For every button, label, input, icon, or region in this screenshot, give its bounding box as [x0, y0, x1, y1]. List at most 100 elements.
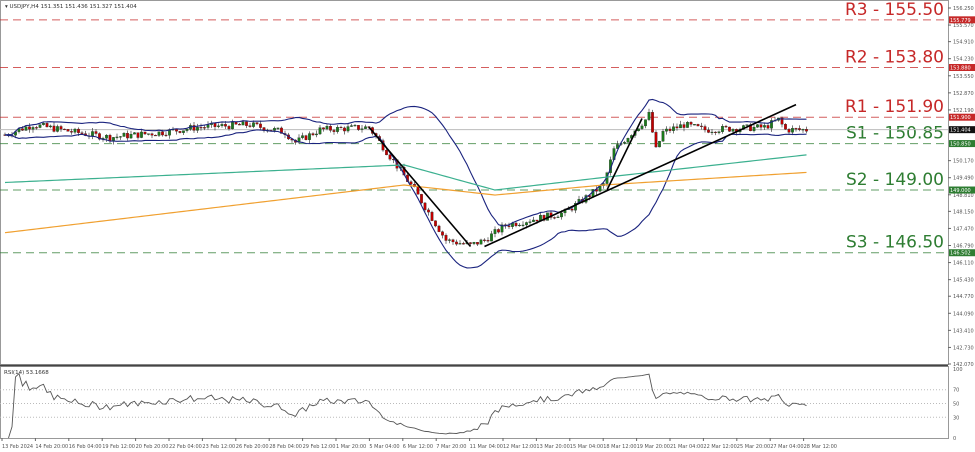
candle-body — [647, 112, 651, 120]
candle — [493, 226, 497, 238]
level-label: S2 - 149.00 — [846, 170, 944, 190]
candle-body — [143, 131, 147, 135]
candle-body — [385, 149, 388, 156]
candle-body — [483, 239, 486, 241]
candle — [136, 132, 140, 140]
candle-body — [423, 202, 427, 211]
level-badge-value: 153.880 — [950, 66, 971, 72]
candle-body — [206, 124, 210, 128]
candle — [784, 123, 787, 130]
x-tick-label: 12 Mar 12:00 — [503, 444, 536, 450]
candle-body — [745, 124, 749, 126]
candle-body — [353, 125, 357, 127]
candle — [801, 128, 805, 133]
candle — [479, 238, 483, 245]
y-tick-label: 150.170 — [953, 159, 974, 165]
candle — [115, 133, 119, 140]
candle — [528, 219, 532, 225]
candle-body — [273, 128, 276, 131]
candle — [308, 131, 311, 144]
candle-body — [336, 127, 339, 132]
level-badge-value: 146.502 — [950, 251, 971, 257]
y-tick-label: 148.150 — [953, 209, 974, 215]
candle-body — [108, 134, 112, 141]
level-badge — [949, 113, 975, 121]
candle-body — [164, 134, 168, 136]
candle-body — [542, 215, 546, 221]
x-tick-label: 19 Mar 20:00 — [637, 444, 670, 450]
candle — [409, 180, 413, 186]
candle — [616, 140, 619, 149]
candle — [259, 120, 262, 130]
candle — [476, 242, 479, 246]
y-tick-label: 144.770 — [953, 294, 974, 300]
candle — [154, 134, 157, 137]
candle — [329, 124, 332, 133]
x-tick-label: 16 Feb 04:00 — [69, 444, 102, 450]
candle — [94, 129, 98, 136]
candle-body — [63, 128, 66, 130]
candle-body — [462, 243, 465, 245]
candle-body — [112, 137, 115, 141]
candle — [388, 153, 392, 161]
moving-average-200 — [4, 171, 807, 234]
candle-body — [94, 131, 98, 134]
candle — [717, 130, 721, 135]
candle — [542, 214, 546, 222]
y-tick-label: 155.570 — [953, 23, 974, 29]
candle-body — [703, 126, 707, 131]
candle-body — [525, 222, 528, 226]
candle-body — [507, 225, 511, 227]
candle — [682, 122, 686, 132]
x-tick-label: 29 Feb 12:00 — [303, 444, 336, 450]
level-badge-value: 155.779 — [950, 18, 971, 24]
candle — [486, 237, 490, 243]
x-tick-label: 11 Mar 04:00 — [470, 444, 503, 450]
candle — [38, 123, 42, 129]
candle-body — [570, 208, 574, 211]
x-tick-label: 20 Feb 20:00 — [136, 444, 169, 450]
candle-body — [616, 144, 619, 149]
x-tick-label: 28 Mar 12:00 — [804, 444, 837, 450]
candle — [707, 127, 710, 134]
candle-body — [469, 242, 472, 244]
candle — [350, 123, 353, 127]
candle — [147, 133, 150, 136]
candle-body — [213, 122, 217, 127]
y-tick-label: 142.070 — [953, 362, 974, 368]
x-tick-label: 26 Feb 20:00 — [236, 444, 269, 450]
candle — [728, 126, 731, 133]
candle-body — [178, 131, 182, 133]
candle-body — [791, 128, 794, 133]
candle-body — [717, 131, 721, 133]
y-tick-label: 142.730 — [953, 345, 974, 351]
rsi-pane-frame — [0, 366, 949, 439]
candle — [353, 123, 357, 127]
candle — [651, 109, 654, 133]
candle — [105, 134, 108, 142]
level-badge — [949, 64, 975, 72]
candle — [696, 123, 700, 127]
candle — [469, 242, 472, 246]
candle — [325, 123, 329, 131]
level-label: R1 - 151.90 — [845, 97, 944, 117]
y-tick-label: 146.790 — [953, 244, 974, 250]
candle-body — [245, 121, 248, 126]
y-tick-label: 148.810 — [953, 193, 974, 199]
candle — [318, 125, 322, 135]
candle — [794, 127, 798, 132]
candle-body — [224, 124, 227, 127]
candle — [210, 120, 213, 128]
candle-body — [157, 131, 161, 136]
candle — [66, 128, 70, 132]
x-tick-label: 7 Mar 20:00 — [436, 444, 466, 450]
candle — [675, 123, 679, 131]
candle — [248, 122, 252, 128]
x-tick-label: 6 Mar 12:00 — [403, 444, 433, 450]
candle-body — [31, 127, 35, 130]
candle-body — [560, 212, 563, 218]
candle-body — [231, 121, 234, 130]
candle-body — [665, 128, 668, 132]
x-tick-label: 22 Feb 04:00 — [169, 444, 202, 450]
